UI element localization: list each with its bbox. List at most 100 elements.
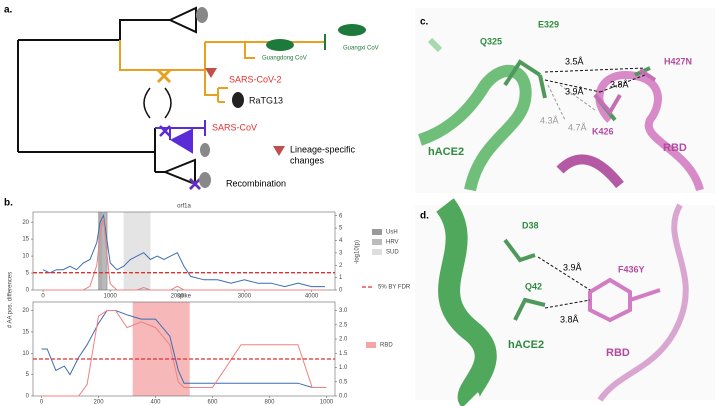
bat-icon — [232, 92, 244, 108]
tree-branch — [17, 19, 170, 173]
recombination-mark — [159, 125, 201, 190]
distance-label: 4.3Å — [540, 115, 559, 125]
side-chain — [588, 277, 661, 323]
rbd-loop — [595, 70, 704, 192]
y2-tick-label: 4 — [339, 238, 343, 244]
bat-icon — [200, 143, 210, 157]
y-axis-label: # AA pos. differences — [8, 272, 14, 328]
x-tick-label: 4000 — [305, 294, 319, 300]
chain-label: hACE2 — [508, 339, 544, 351]
y-tick-label: 10 — [22, 351, 29, 357]
x-tick-label: 800 — [264, 400, 275, 406]
residue-label: K426 — [592, 126, 614, 136]
y-tick-label: 0 — [26, 394, 30, 400]
distance-label: 4.7Å — [568, 122, 587, 132]
legend-label: changes — [290, 155, 325, 165]
residue-label: D38 — [522, 220, 539, 230]
region — [123, 212, 151, 290]
x-tick-label: 600 — [207, 400, 218, 406]
legend-label: SUD — [386, 250, 399, 256]
helix-ribbon — [435, 198, 497, 406]
curved-arrow — [143, 87, 172, 119]
distance-label: 3.9Å — [563, 262, 582, 272]
series-line — [43, 218, 325, 291]
leaf-label: SARS-CoV — [212, 122, 257, 132]
tree-branch — [119, 40, 325, 103]
x-tick-label: 1000 — [103, 294, 117, 300]
legend-label: UsH — [386, 230, 398, 236]
series-line — [42, 213, 325, 288]
leaf-label: SARS-CoV-2 — [229, 74, 282, 84]
y-tick-label: 15 — [22, 329, 29, 335]
legend-label: RBD — [380, 343, 393, 349]
chain-label: RBD — [606, 347, 630, 359]
panel-c — [415, 8, 715, 193]
panel-label: d. — [420, 211, 429, 222]
x-tick-label: 1000 — [320, 400, 334, 406]
distance-label: 3.8Å — [560, 314, 579, 324]
legend-label: HRV — [386, 240, 399, 246]
legend-swatch — [372, 229, 382, 235]
panel-label: b. — [4, 198, 13, 209]
helix-ribbon — [427, 37, 443, 53]
leaf-label: Guangxi CoV — [343, 46, 379, 52]
legend-swatch — [372, 239, 382, 245]
residue-label: H427N — [664, 56, 692, 66]
plot-frame — [32, 211, 336, 291]
change-marker — [205, 68, 285, 156]
y-tick-label: 20 — [22, 308, 29, 314]
pangolin-icon — [266, 39, 294, 51]
leaf-label: RaTG13 — [249, 95, 283, 105]
chart-title: orf1a — [177, 204, 191, 210]
y2-tick-label: 2 — [339, 263, 343, 269]
panel-d — [415, 198, 715, 406]
y2-tick-label: 2.0 — [339, 337, 348, 343]
x-tick-label: 200 — [94, 400, 105, 406]
y2-tick-label: 3.0 — [339, 308, 348, 314]
legend-swatch — [366, 342, 376, 348]
chain-label: RBD — [663, 142, 687, 154]
y-tick-label: 20 — [22, 220, 29, 226]
y2-tick-label: 1.5 — [339, 351, 348, 357]
legend-label: Recombination — [226, 178, 286, 188]
panel-label: c. — [420, 17, 429, 28]
x-tick-label: 0 — [40, 400, 44, 406]
legend-swatch — [372, 249, 382, 255]
x-tick-label: 0 — [41, 294, 45, 300]
x-tick-label: 3000 — [238, 294, 252, 300]
y-tick-label: 10 — [22, 254, 29, 260]
bat-icon — [199, 172, 211, 188]
clade-triangle — [169, 128, 193, 154]
recombination-mark — [156, 68, 202, 191]
residue-label: Q42 — [525, 281, 542, 291]
series-line — [41, 310, 327, 397]
y2-tick-label: 2.5 — [339, 322, 348, 328]
distance-line — [547, 84, 596, 121]
y2-tick-label: 1 — [339, 275, 343, 281]
leaf-label: Guangdong CoV — [262, 56, 307, 62]
plot-frame — [32, 301, 336, 397]
residue-label: Q325 — [480, 36, 502, 46]
distance-label: 3.9Å — [565, 86, 584, 96]
region — [132, 302, 190, 396]
distance-label: 3.5Å — [565, 56, 584, 66]
y2-axis-label: -log10(p) — [355, 240, 361, 264]
residue-label: E329 — [538, 19, 559, 29]
series-line — [41, 310, 327, 388]
y2-tick-label: 0.5 — [339, 379, 348, 385]
distance-line — [537, 256, 591, 309]
y-tick-label: 0 — [26, 288, 30, 294]
side-chain — [593, 68, 657, 116]
region — [102, 212, 107, 290]
distance-line — [544, 67, 646, 93]
y2-tick-label: 3 — [339, 250, 343, 256]
legend-label: 5% BY FDR — [378, 285, 411, 291]
y2-tick-label: 5 — [339, 226, 343, 232]
panel-a — [17, 6, 366, 191]
bat-icon — [196, 7, 208, 23]
side-chain — [503, 59, 651, 122]
chain-label: hACE2 — [428, 146, 464, 158]
y2-tick-label: 1.0 — [339, 365, 348, 371]
rbd-loop — [597, 203, 689, 402]
